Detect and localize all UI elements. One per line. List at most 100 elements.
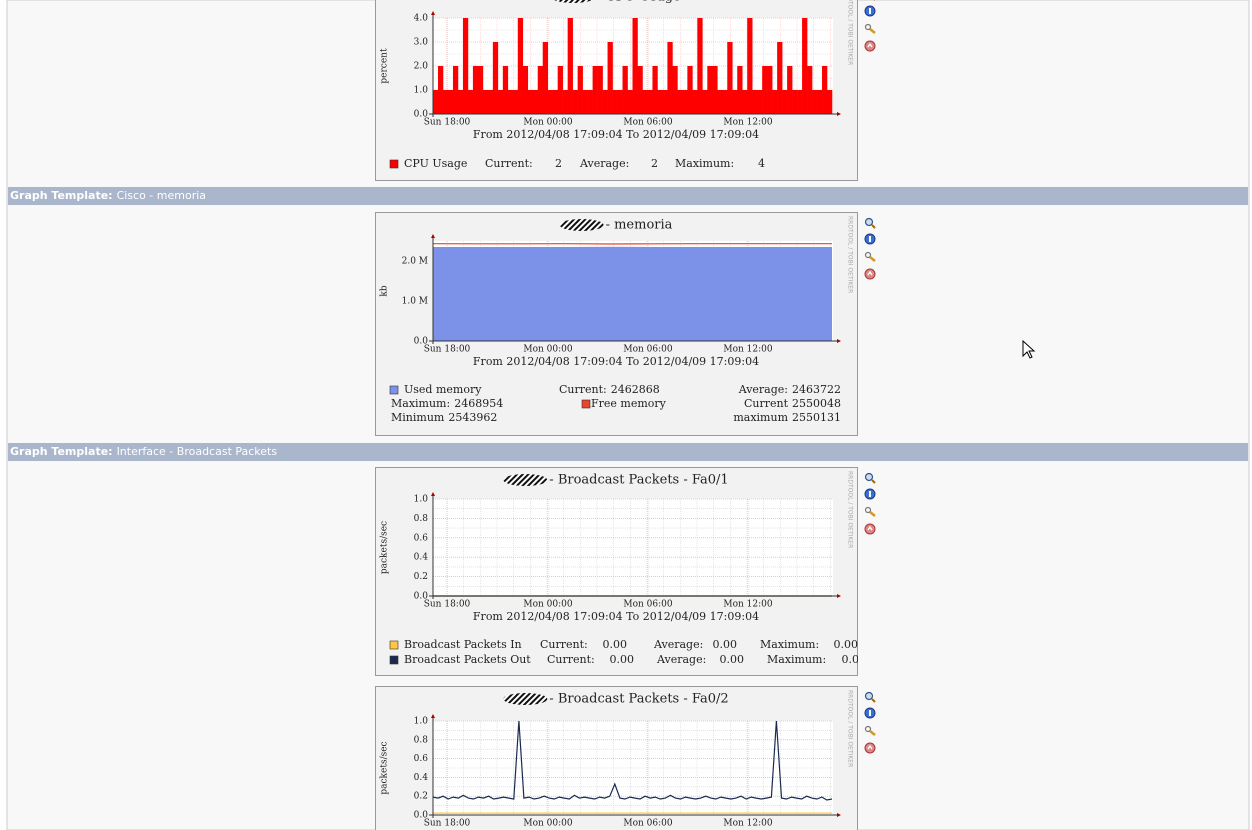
bar xyxy=(767,66,773,114)
icon-part xyxy=(871,224,876,229)
header-name: Interface - Broadcast Packets xyxy=(117,445,278,458)
stat-value: 2462868 xyxy=(611,383,660,396)
icon-part xyxy=(869,491,871,497)
line xyxy=(432,720,833,801)
edit-icon[interactable] xyxy=(864,23,876,34)
watermark: RRDTOOL / TOBI OETIKER xyxy=(847,216,854,293)
redacted-hostname xyxy=(554,0,593,3)
axis-arrow xyxy=(431,234,435,238)
stat-value: 2543962 xyxy=(448,411,497,424)
bar xyxy=(822,66,828,114)
y-tick-label: 0.0 xyxy=(414,592,429,602)
bar xyxy=(562,90,568,114)
bar xyxy=(612,90,618,114)
icon-part xyxy=(867,42,873,48)
bar xyxy=(807,66,813,114)
stat-value: 0.00 xyxy=(834,638,859,651)
y-tick-label: 2.0 xyxy=(414,62,429,72)
info-icon[interactable] xyxy=(864,233,876,245)
y-tick-label: 4.0 xyxy=(414,14,429,24)
delete-icon[interactable] xyxy=(864,268,876,280)
stat-label: Average: xyxy=(579,157,629,170)
stat-value: 0.00 xyxy=(720,653,745,666)
edit-icon[interactable] xyxy=(864,251,876,262)
bar xyxy=(657,90,663,114)
info-icon[interactable] xyxy=(864,707,876,719)
zoom-icon[interactable] xyxy=(864,691,876,703)
bar xyxy=(652,66,658,114)
y-tick-label: 1.0 xyxy=(414,86,429,96)
y-axis-label: packets/sec xyxy=(380,741,390,794)
bar xyxy=(552,90,558,114)
info-icon[interactable] xyxy=(864,488,876,500)
bar xyxy=(502,66,509,114)
icon-part xyxy=(864,40,876,52)
bar xyxy=(542,42,549,114)
y-axis-label: kb xyxy=(380,285,390,296)
y-tick-label: 0.2 xyxy=(414,572,428,582)
bar xyxy=(752,90,758,114)
y-tick-label: 0.2 xyxy=(414,792,428,802)
legend-label: Used memory xyxy=(404,383,482,396)
delete-icon[interactable] xyxy=(864,742,876,754)
bar xyxy=(812,90,818,114)
icon-part xyxy=(864,268,876,280)
icon-part xyxy=(869,236,871,242)
legend-label: CPU Usage xyxy=(404,157,467,170)
redacted-hostname xyxy=(503,474,548,486)
zoom-icon[interactable] xyxy=(864,472,876,484)
bar xyxy=(462,18,469,114)
bar xyxy=(582,90,588,114)
x-tick-label: Mon 00:00 xyxy=(523,345,573,355)
redacted-hostname xyxy=(559,219,604,231)
icon-part xyxy=(869,256,876,262)
bar xyxy=(702,90,708,114)
y-tick-label: 3.0 xyxy=(414,38,429,48)
axis-arrow xyxy=(431,11,435,15)
delete-icon[interactable] xyxy=(864,523,876,535)
y-tick-label: 0.4 xyxy=(414,553,429,563)
edit-icon[interactable] xyxy=(864,725,876,736)
stat: maximum 2550131 xyxy=(733,411,841,424)
bar xyxy=(642,90,648,114)
x-tick-label: Mon 12:00 xyxy=(723,118,773,128)
bar xyxy=(532,90,539,114)
stat: Current: 2462868 xyxy=(559,383,660,396)
info-icon[interactable] xyxy=(864,5,876,17)
bar xyxy=(732,90,738,114)
redacted-hostname xyxy=(503,693,548,705)
bar xyxy=(787,66,793,114)
icon-part xyxy=(867,744,873,750)
time-range: From 2012/04/08 17:09:04 To 2012/04/09 1… xyxy=(473,128,759,141)
x-tick-label: Mon 12:00 xyxy=(723,600,773,610)
bar xyxy=(762,66,768,114)
stat-value: 2 xyxy=(555,157,562,170)
bar xyxy=(782,90,788,114)
y-tick-label: 0.0 xyxy=(414,337,429,347)
graph-title: - Broadcast Packets - Fa0/2 xyxy=(549,692,728,707)
bar xyxy=(662,90,668,114)
y-tick-label: 1.0 M xyxy=(402,297,428,307)
x-tick-label: Sun 18:00 xyxy=(424,819,471,829)
stat: Maximum: 2468954 xyxy=(391,397,503,410)
bar xyxy=(757,90,763,114)
stat-label: Current xyxy=(744,397,789,410)
bar xyxy=(497,90,504,114)
edit-icon[interactable] xyxy=(864,506,876,517)
bar xyxy=(597,66,603,114)
bar xyxy=(433,90,439,114)
axis-arrow xyxy=(431,714,435,718)
bar xyxy=(607,42,613,114)
graph-title: - memoria xyxy=(606,218,673,233)
stat-label: Maximum: xyxy=(760,638,819,651)
watermark: RRDTOOL / TOBI OETIKER xyxy=(847,0,854,65)
bar xyxy=(577,66,583,114)
bar xyxy=(622,66,628,114)
bar xyxy=(572,90,578,114)
legend-swatch xyxy=(389,655,399,665)
delete-icon[interactable] xyxy=(864,40,876,52)
zoom-icon[interactable] xyxy=(864,217,876,229)
stat: Average: 2463722 xyxy=(738,383,841,396)
